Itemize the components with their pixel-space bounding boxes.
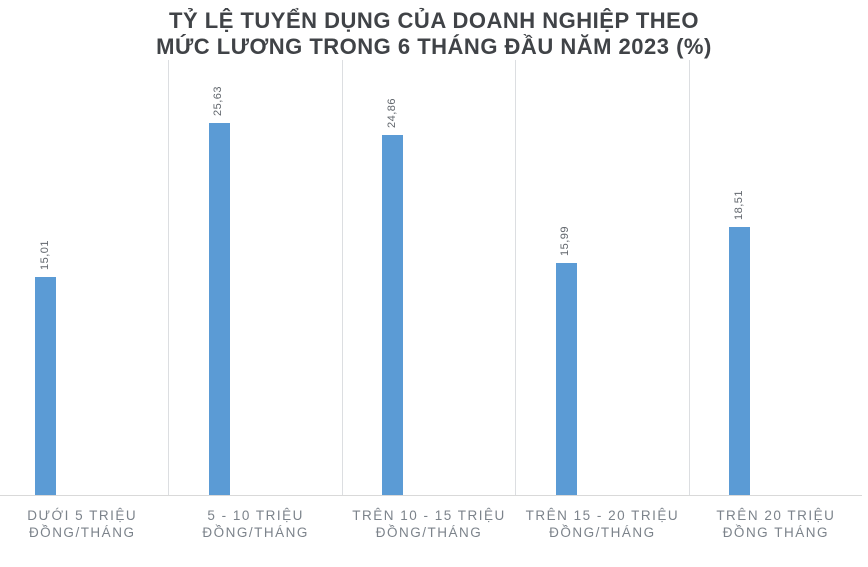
bar xyxy=(729,226,751,495)
bar-value-label: 15,01 xyxy=(38,240,51,271)
category-cell: 24,86 TRÊN 10 - 15 TRIỆU ĐỒNG/THÁNG xyxy=(343,60,517,540)
category-label: DƯỚI 5 TRIỆU ĐỒNG/THÁNG xyxy=(27,508,138,540)
bar xyxy=(208,123,230,495)
category-cell: 18,51 TRÊN 20 TRIỆU ĐỒNG THÁNG xyxy=(690,60,862,540)
category-label: TRÊN 15 - 20 TRIỆU ĐỒNG/THÁNG xyxy=(525,508,680,540)
category-cell: 15,01 DƯỚI 5 TRIỆU ĐỒNG/THÁNG xyxy=(0,60,170,540)
bar-value-label: 24,86 xyxy=(385,97,398,128)
category-cell: 25,63 5 - 10 TRIỆU ĐỒNG/THÁNG xyxy=(169,60,343,540)
category-cell: 15,99 TRÊN 15 - 20 TRIỆU ĐỒNG/THÁNG xyxy=(516,60,690,540)
bar xyxy=(555,263,577,495)
category-label: 5 - 10 TRIỆU ĐỒNG/THÁNG xyxy=(202,508,309,540)
bar-value-label: 18,51 xyxy=(732,189,745,220)
x-axis-line xyxy=(0,495,862,496)
bar-value-label: 25,63 xyxy=(212,86,225,117)
category-label: TRÊN 20 TRIỆU ĐỒNG THÁNG xyxy=(716,508,836,540)
bar xyxy=(35,277,57,495)
bar-value-label: 15,99 xyxy=(559,226,572,257)
bar xyxy=(382,134,404,495)
chart-title: TỶ LỆ TUYỂN DỤNG CỦA DOANH NGHIỆP THEO MỨ… xyxy=(156,8,712,59)
plot-area: 15,01 DƯỚI 5 TRIỆU ĐỒNG/THÁNG 25,63 5 - 10 T… xyxy=(0,60,862,540)
category-label: TRÊN 10 - 15 TRIỆU ĐỒNG/THÁNG xyxy=(352,508,506,540)
